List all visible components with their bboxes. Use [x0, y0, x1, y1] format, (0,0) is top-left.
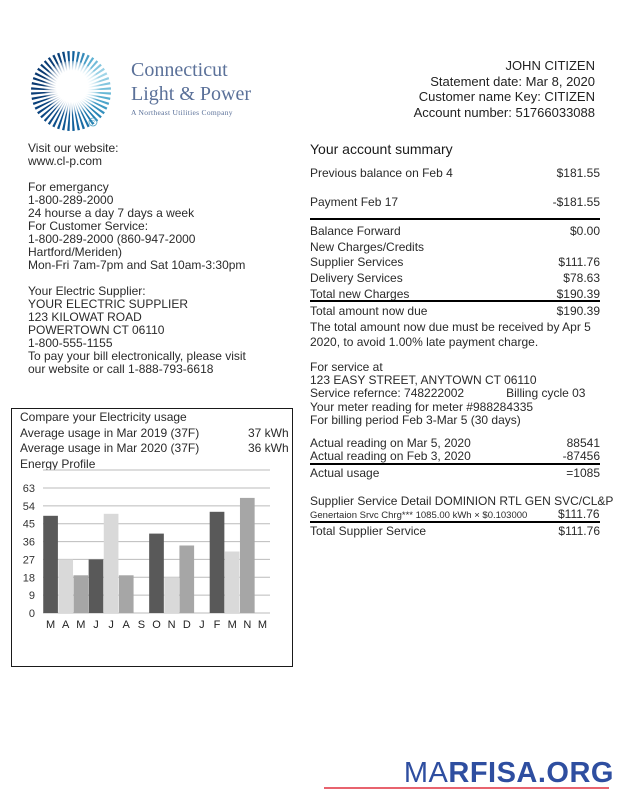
svg-text:J: J — [199, 619, 205, 631]
svg-text:S: S — [138, 619, 145, 631]
svg-text:27: 27 — [23, 554, 35, 566]
svg-text:R: R — [91, 120, 95, 126]
svg-text:F: F — [214, 619, 221, 631]
svg-text:M: M — [228, 619, 237, 631]
svg-text:J: J — [108, 619, 114, 631]
svg-text:36: 36 — [23, 537, 35, 549]
svg-text:63: 63 — [23, 483, 35, 495]
svg-text:54: 54 — [23, 501, 35, 513]
svg-text:M: M — [46, 619, 55, 631]
svg-text:N: N — [168, 619, 176, 631]
svg-text:J: J — [93, 619, 99, 631]
svg-text:18: 18 — [23, 572, 35, 584]
svg-text:D: D — [183, 619, 191, 631]
svg-text:M: M — [258, 619, 267, 631]
svg-text:0: 0 — [29, 608, 35, 620]
svg-text:M: M — [76, 619, 85, 631]
svg-text:O: O — [152, 619, 161, 631]
svg-text:45: 45 — [23, 519, 35, 531]
svg-text:9: 9 — [29, 590, 35, 602]
svg-text:A: A — [62, 619, 70, 631]
svg-text:A: A — [123, 619, 131, 631]
svg-text:N: N — [243, 619, 251, 631]
